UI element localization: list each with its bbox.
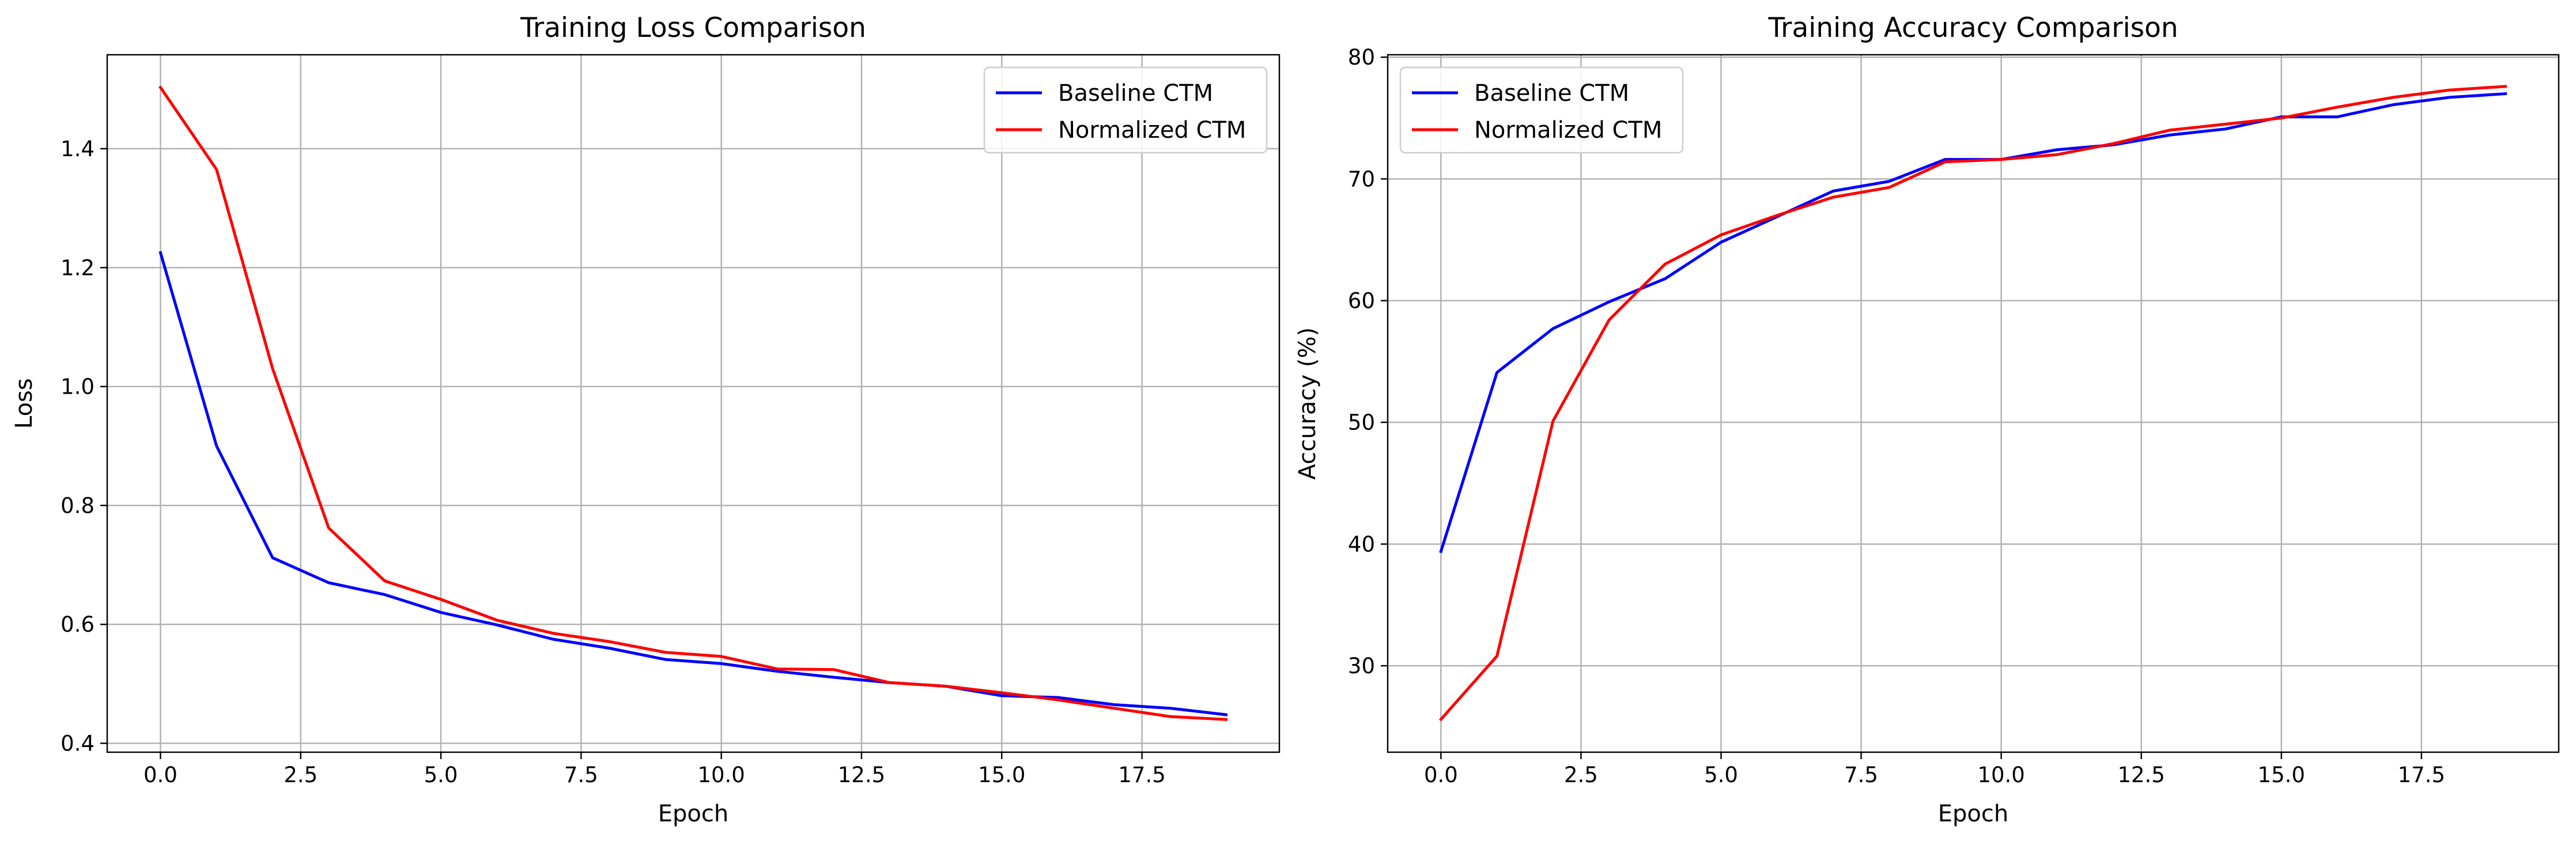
y-tick-label: 0.8	[61, 493, 95, 518]
chart-title: Training Loss Comparison	[520, 12, 866, 44]
axes-frame	[1387, 54, 2560, 753]
x-tick-label: 2.5	[1564, 763, 1598, 787]
y-tick-label: 1.4	[61, 137, 95, 161]
y-tick-label: 50	[1348, 410, 1375, 435]
legend-label-normalized: Normalized CTM	[1474, 117, 1662, 144]
legend-label-baseline: Baseline CTM	[1058, 80, 1213, 107]
grid	[1388, 55, 2559, 752]
y-axis-label: Accuracy (%)	[1294, 327, 1321, 480]
x-tick-label: 17.5	[1118, 763, 1165, 787]
y-tick-label: 1.0	[61, 375, 95, 399]
y-tick-label: 60	[1348, 289, 1375, 314]
legend: Baseline CTM Normalized CTM	[983, 66, 1268, 154]
x-tick-label: 12.5	[838, 763, 885, 787]
y-tick-label: 80	[1348, 45, 1375, 70]
series-line-baseline	[1439, 92, 2507, 553]
legend-label-normalized: Normalized CTM	[1058, 117, 1246, 144]
x-tick-label: 2.5	[284, 763, 318, 787]
legend-box	[1399, 66, 1684, 154]
y-axis-label: Loss	[11, 378, 37, 429]
y-tick-label: 0.6	[61, 612, 95, 637]
legend: Baseline CTM Normalized CTM	[1399, 66, 1684, 154]
x-tick-label: 12.5	[2117, 763, 2165, 787]
x-tick-label: 15.0	[2258, 763, 2305, 787]
legend-box	[983, 66, 1268, 154]
legend-label-baseline: Baseline CTM	[1474, 80, 1629, 107]
chart-title: Training Accuracy Comparison	[1767, 12, 2178, 44]
x-tick-label: 5.0	[424, 763, 458, 787]
x-axis-label: Epoch	[1938, 801, 2008, 827]
y-tick-label: 70	[1348, 167, 1375, 191]
x-tick-label: 17.5	[2398, 763, 2445, 787]
chart-panel-2: 0.0 2.5 5.0 7.5 10.0 12.5 15.0 17.5 30 40 50 60 70 80…	[1294, 12, 2560, 827]
x-axis-label: Epoch	[658, 801, 728, 827]
y-tick-label: 40	[1348, 532, 1375, 557]
axes-frame	[106, 54, 1281, 753]
x-tick-label: 10.0	[697, 763, 745, 787]
chart-panel-1: 0.0 2.5 5.0 7.5 10.0 12.5 15.0 17.5 0.4 0.6 0.8 1.0…	[11, 12, 1281, 827]
series-line-normalized	[1438, 85, 2507, 722]
x-tick-label: 15.0	[978, 763, 1025, 787]
x-tick-label: 0.0	[1424, 763, 1458, 787]
y-tick-label: 1.2	[61, 255, 95, 280]
y-tick-label: 30	[1348, 654, 1375, 678]
grid	[107, 55, 1279, 752]
y-tick-label: 0.4	[61, 731, 95, 756]
x-tick-label: 7.5	[1844, 763, 1878, 787]
series-line-baseline	[158, 251, 1228, 716]
series-line-normalized	[158, 85, 1228, 721]
x-tick-label: 7.5	[564, 763, 598, 787]
x-tick-label: 5.0	[1704, 763, 1738, 787]
x-tick-label: 0.0	[143, 763, 177, 787]
x-tick-label: 10.0	[1977, 763, 2024, 787]
